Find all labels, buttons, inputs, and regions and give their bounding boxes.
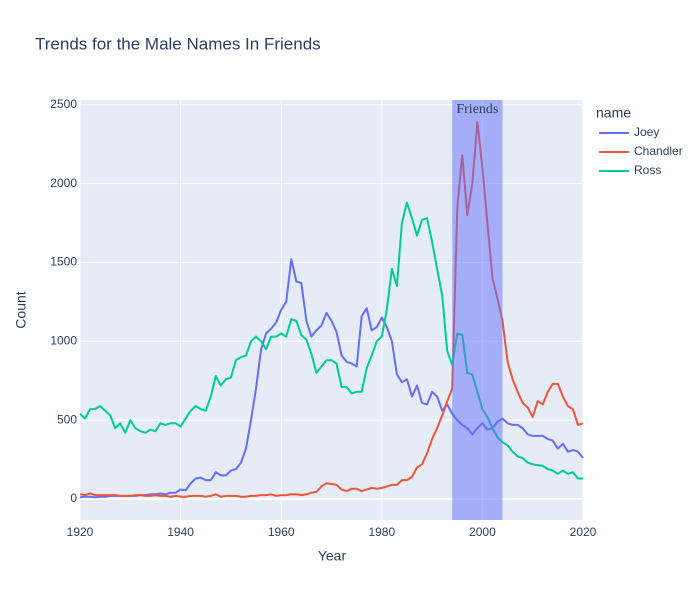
x-tick-label: 1920 <box>67 525 94 539</box>
legend-label: Chandler <box>634 144 683 158</box>
x-tick-label: 2020 <box>570 525 597 539</box>
x-tick-label: 1940 <box>167 525 194 539</box>
x-axis-title: Year <box>318 548 347 564</box>
y-tick-label: 2500 <box>50 97 77 111</box>
y-tick-label: 0 <box>70 491 77 505</box>
y-tick-label: 1000 <box>50 333 77 347</box>
y-tick-label: 2000 <box>50 176 77 190</box>
legend-label: Joey <box>634 125 659 139</box>
x-tick-label: 1980 <box>368 525 395 539</box>
y-axis-title: Count <box>13 291 29 328</box>
plot-area <box>80 100 583 520</box>
x-tick-label: 2000 <box>469 525 496 539</box>
y-tick-label: 1500 <box>50 255 77 269</box>
highlight-label: Friends <box>456 102 498 117</box>
x-tick-label: 1960 <box>268 525 295 539</box>
chart-title: Trends for the Male Names In Friends <box>35 34 321 53</box>
legend-label: Ross <box>634 163 661 177</box>
legend-title: name <box>596 105 631 121</box>
y-tick-label: 500 <box>57 412 77 426</box>
highlight-band <box>452 100 503 520</box>
